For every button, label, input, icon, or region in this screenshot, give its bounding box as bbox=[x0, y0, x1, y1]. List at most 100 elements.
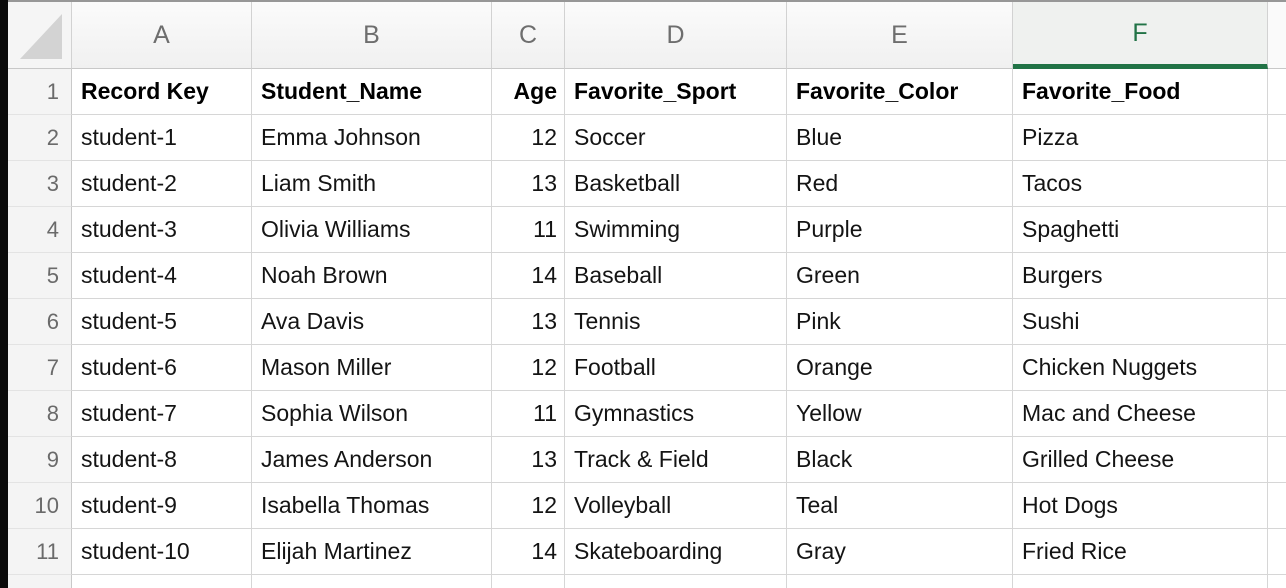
cell-B1[interactable]: Student_Name bbox=[252, 69, 492, 115]
cell-G2[interactable] bbox=[1268, 115, 1286, 161]
row-header-2[interactable]: 2 bbox=[8, 115, 72, 161]
cell-A2[interactable]: student-1 bbox=[72, 115, 252, 161]
cell-D2[interactable]: Soccer bbox=[565, 115, 787, 161]
cell-D3[interactable]: Basketball bbox=[565, 161, 787, 207]
cell-A9[interactable]: student-8 bbox=[72, 437, 252, 483]
cell-D9[interactable]: Track & Field bbox=[565, 437, 787, 483]
cell-E12[interactable] bbox=[787, 575, 1013, 588]
cell-G11[interactable] bbox=[1268, 529, 1286, 575]
cell-F8[interactable]: Mac and Cheese bbox=[1013, 391, 1268, 437]
cell-F9[interactable]: Grilled Cheese bbox=[1013, 437, 1268, 483]
row-header-9[interactable]: 9 bbox=[8, 437, 72, 483]
cell-E4[interactable]: Purple bbox=[787, 207, 1013, 253]
cell-F10[interactable]: Hot Dogs bbox=[1013, 483, 1268, 529]
column-header-E[interactable]: E bbox=[787, 2, 1013, 69]
row-header-6[interactable]: 6 bbox=[8, 299, 72, 345]
cell-A7[interactable]: student-6 bbox=[72, 345, 252, 391]
row-header-1[interactable]: 1 bbox=[8, 69, 72, 115]
cell-A10[interactable]: student-9 bbox=[72, 483, 252, 529]
cell-D4[interactable]: Swimming bbox=[565, 207, 787, 253]
cell-B9[interactable]: James Anderson bbox=[252, 437, 492, 483]
cell-A12[interactable] bbox=[72, 575, 252, 588]
cell-B8[interactable]: Sophia Wilson bbox=[252, 391, 492, 437]
cell-C9[interactable]: 13 bbox=[492, 437, 565, 483]
cell-A6[interactable]: student-5 bbox=[72, 299, 252, 345]
cell-F7[interactable]: Chicken Nuggets bbox=[1013, 345, 1268, 391]
cell-F1[interactable]: Favorite_Food bbox=[1013, 69, 1268, 115]
row-header-3[interactable]: 3 bbox=[8, 161, 72, 207]
cell-G3[interactable] bbox=[1268, 161, 1286, 207]
cell-C2[interactable]: 12 bbox=[492, 115, 565, 161]
cell-E7[interactable]: Orange bbox=[787, 345, 1013, 391]
cell-E8[interactable]: Yellow bbox=[787, 391, 1013, 437]
cell-D12[interactable] bbox=[565, 575, 787, 588]
cell-G8[interactable] bbox=[1268, 391, 1286, 437]
cell-D8[interactable]: Gymnastics bbox=[565, 391, 787, 437]
cell-E10[interactable]: Teal bbox=[787, 483, 1013, 529]
cell-D7[interactable]: Football bbox=[565, 345, 787, 391]
cell-B10[interactable]: Isabella Thomas bbox=[252, 483, 492, 529]
cell-A8[interactable]: student-7 bbox=[72, 391, 252, 437]
cell-G5[interactable] bbox=[1268, 253, 1286, 299]
cell-B4[interactable]: Olivia Williams bbox=[252, 207, 492, 253]
cell-F11[interactable]: Fried Rice bbox=[1013, 529, 1268, 575]
cell-E6[interactable]: Pink bbox=[787, 299, 1013, 345]
cell-A1[interactable]: Record Key bbox=[72, 69, 252, 115]
cell-F5[interactable]: Burgers bbox=[1013, 253, 1268, 299]
row-header-10[interactable]: 10 bbox=[8, 483, 72, 529]
cell-G1[interactable] bbox=[1268, 69, 1286, 115]
row-header-8[interactable]: 8 bbox=[8, 391, 72, 437]
cell-E11[interactable]: Gray bbox=[787, 529, 1013, 575]
cell-F2[interactable]: Pizza bbox=[1013, 115, 1268, 161]
cell-D10[interactable]: Volleyball bbox=[565, 483, 787, 529]
cell-C5[interactable]: 14 bbox=[492, 253, 565, 299]
row-header-12[interactable]: 12 bbox=[8, 575, 72, 588]
cell-C7[interactable]: 12 bbox=[492, 345, 565, 391]
cell-F12[interactable] bbox=[1013, 575, 1268, 588]
cell-G7[interactable] bbox=[1268, 345, 1286, 391]
cell-B3[interactable]: Liam Smith bbox=[252, 161, 492, 207]
cell-B12[interactable] bbox=[252, 575, 492, 588]
cell-D1[interactable]: Favorite_Sport bbox=[565, 69, 787, 115]
cell-F3[interactable]: Tacos bbox=[1013, 161, 1268, 207]
column-header-G[interactable] bbox=[1268, 2, 1286, 69]
cell-E3[interactable]: Red bbox=[787, 161, 1013, 207]
row-header-5[interactable]: 5 bbox=[8, 253, 72, 299]
cell-D11[interactable]: Skateboarding bbox=[565, 529, 787, 575]
cell-E9[interactable]: Black bbox=[787, 437, 1013, 483]
cell-A11[interactable]: student-10 bbox=[72, 529, 252, 575]
cell-D5[interactable]: Baseball bbox=[565, 253, 787, 299]
cell-G12[interactable] bbox=[1268, 575, 1286, 588]
cell-B11[interactable]: Elijah Martinez bbox=[252, 529, 492, 575]
cell-E2[interactable]: Blue bbox=[787, 115, 1013, 161]
column-header-B[interactable]: B bbox=[252, 2, 492, 69]
cell-E1[interactable]: Favorite_Color bbox=[787, 69, 1013, 115]
column-header-F[interactable]: F bbox=[1013, 2, 1268, 69]
column-header-C[interactable]: C bbox=[492, 2, 565, 69]
cell-C4[interactable]: 11 bbox=[492, 207, 565, 253]
cell-C11[interactable]: 14 bbox=[492, 529, 565, 575]
cell-G6[interactable] bbox=[1268, 299, 1286, 345]
cell-A5[interactable]: student-4 bbox=[72, 253, 252, 299]
cell-A3[interactable]: student-2 bbox=[72, 161, 252, 207]
cell-G4[interactable] bbox=[1268, 207, 1286, 253]
cell-F4[interactable]: Spaghetti bbox=[1013, 207, 1268, 253]
cell-E5[interactable]: Green bbox=[787, 253, 1013, 299]
cell-C12[interactable] bbox=[492, 575, 565, 588]
column-header-A[interactable]: A bbox=[72, 2, 252, 69]
cell-B7[interactable]: Mason Miller bbox=[252, 345, 492, 391]
cell-C6[interactable]: 13 bbox=[492, 299, 565, 345]
row-header-11[interactable]: 11 bbox=[8, 529, 72, 575]
row-header-4[interactable]: 4 bbox=[8, 207, 72, 253]
cell-G9[interactable] bbox=[1268, 437, 1286, 483]
cell-D6[interactable]: Tennis bbox=[565, 299, 787, 345]
cell-B5[interactable]: Noah Brown bbox=[252, 253, 492, 299]
cell-B6[interactable]: Ava Davis bbox=[252, 299, 492, 345]
cell-C8[interactable]: 11 bbox=[492, 391, 565, 437]
select-all-corner[interactable] bbox=[8, 2, 72, 69]
cell-A4[interactable]: student-3 bbox=[72, 207, 252, 253]
cell-G10[interactable] bbox=[1268, 483, 1286, 529]
cell-F6[interactable]: Sushi bbox=[1013, 299, 1268, 345]
cell-C3[interactable]: 13 bbox=[492, 161, 565, 207]
column-header-D[interactable]: D bbox=[565, 2, 787, 69]
